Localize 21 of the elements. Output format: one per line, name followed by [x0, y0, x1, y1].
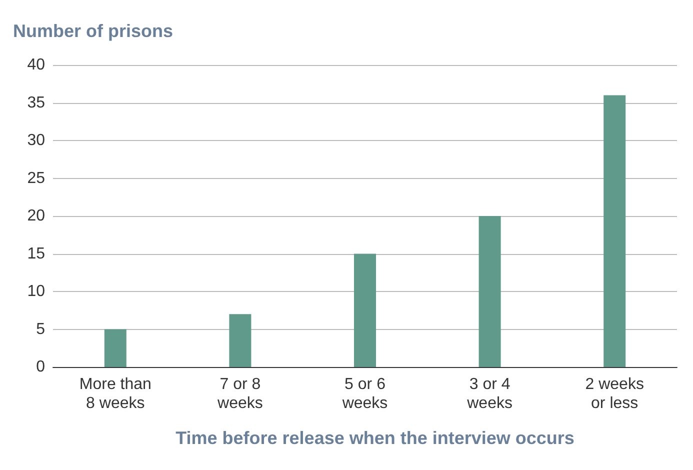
x-axis-title: Time before release when the interview occurs: [176, 428, 574, 448]
x-tick-label: More than 8 weeks: [79, 376, 152, 412]
y-tick-label: 25: [27, 170, 46, 187]
y-axis-title: Number of prisons: [13, 21, 174, 41]
bar: [478, 216, 501, 367]
x-tick-label: 5 or 6 weeks: [341, 376, 388, 412]
x-tick-label: 7 or 8 weeks: [216, 376, 263, 412]
bar: [229, 314, 252, 367]
x-tick-label: 2 weeks or less: [585, 376, 644, 412]
y-tick-label: 35: [27, 94, 46, 112]
bar: [604, 95, 626, 367]
y-tick-label: 5: [36, 320, 46, 338]
y-tick-label: 20: [27, 208, 46, 224]
y-tick-label: 30: [27, 132, 46, 149]
x-tick-label: 3 or 4 weeks: [466, 376, 512, 412]
bar: [104, 329, 126, 367]
y-tick-label: 15: [27, 245, 46, 262]
y-tick-label: 40: [27, 56, 46, 74]
bar: [354, 254, 376, 367]
y-tick-label: 10: [27, 283, 46, 300]
y-tick-label: 0: [36, 358, 46, 376]
